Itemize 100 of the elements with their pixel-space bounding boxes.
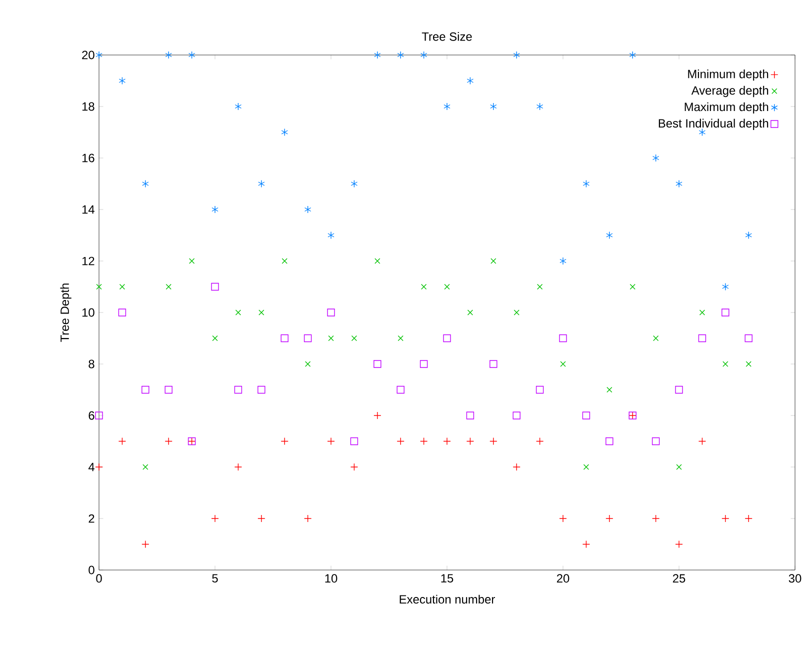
point bbox=[142, 180, 149, 188]
point bbox=[280, 334, 288, 342]
point bbox=[327, 437, 335, 446]
point bbox=[258, 180, 265, 188]
y-tick-label: 10 bbox=[82, 308, 94, 317]
y-tick-label: 12 bbox=[82, 256, 94, 266]
point bbox=[212, 206, 218, 214]
y-tick-label: 2 bbox=[88, 514, 94, 523]
point bbox=[211, 514, 219, 522]
point bbox=[559, 514, 567, 522]
point bbox=[351, 335, 358, 342]
point bbox=[420, 51, 428, 59]
point bbox=[234, 463, 242, 471]
point bbox=[95, 463, 103, 471]
point bbox=[652, 154, 660, 162]
point bbox=[328, 335, 334, 342]
point bbox=[722, 361, 728, 367]
point bbox=[514, 310, 520, 316]
point bbox=[676, 464, 682, 470]
point bbox=[396, 437, 404, 446]
point bbox=[676, 180, 682, 188]
point bbox=[374, 412, 382, 420]
y-tick-label: 0 bbox=[88, 566, 94, 574]
point bbox=[744, 514, 752, 522]
point bbox=[420, 284, 427, 290]
point bbox=[698, 128, 706, 136]
point bbox=[258, 310, 264, 316]
point bbox=[165, 51, 172, 59]
y-tick-label: 20 bbox=[82, 50, 94, 60]
point bbox=[304, 514, 312, 522]
point bbox=[722, 308, 730, 316]
point bbox=[698, 334, 706, 342]
point bbox=[560, 257, 566, 265]
point bbox=[629, 51, 636, 59]
point bbox=[443, 437, 451, 446]
point bbox=[350, 180, 358, 188]
y-tick-label: 18 bbox=[82, 102, 94, 111]
point bbox=[630, 284, 636, 290]
point bbox=[420, 437, 428, 446]
point bbox=[164, 437, 172, 446]
point bbox=[513, 51, 520, 59]
point bbox=[466, 76, 474, 85]
point bbox=[328, 231, 334, 240]
point bbox=[606, 386, 612, 393]
point bbox=[698, 437, 706, 446]
point bbox=[559, 334, 567, 342]
point bbox=[396, 386, 404, 394]
point bbox=[281, 128, 288, 136]
point bbox=[536, 284, 543, 290]
point bbox=[467, 310, 474, 316]
point bbox=[443, 334, 451, 342]
point bbox=[280, 437, 288, 446]
point bbox=[142, 386, 150, 394]
point bbox=[536, 386, 544, 394]
point bbox=[96, 284, 102, 290]
point bbox=[188, 51, 196, 59]
x-tick-label: 30 bbox=[788, 574, 802, 583]
point bbox=[652, 335, 659, 342]
point bbox=[536, 102, 544, 110]
point bbox=[744, 334, 752, 342]
x-tick-label: 5 bbox=[212, 574, 218, 583]
point bbox=[444, 284, 450, 290]
point bbox=[746, 361, 752, 367]
point bbox=[490, 258, 496, 264]
point bbox=[304, 361, 311, 367]
point bbox=[119, 284, 126, 290]
x-tick-label: 25 bbox=[672, 574, 686, 583]
point bbox=[118, 308, 126, 316]
point bbox=[164, 386, 172, 394]
y-tick-label: 6 bbox=[88, 411, 94, 420]
point bbox=[258, 386, 266, 394]
point bbox=[166, 284, 172, 290]
y-tick-label: 8 bbox=[88, 360, 94, 368]
point bbox=[234, 386, 242, 394]
point bbox=[490, 437, 498, 446]
point bbox=[282, 258, 288, 264]
point bbox=[745, 231, 752, 240]
point bbox=[490, 102, 497, 110]
point bbox=[536, 437, 544, 446]
point bbox=[606, 514, 614, 522]
point bbox=[420, 360, 428, 368]
legend-label: Best Individual depth bbox=[658, 118, 768, 130]
legend-label: Average depth bbox=[691, 86, 768, 98]
point bbox=[490, 360, 498, 368]
point bbox=[211, 282, 219, 291]
point bbox=[606, 231, 613, 240]
point bbox=[512, 412, 520, 420]
point bbox=[327, 308, 335, 316]
x-tick-label: 20 bbox=[556, 574, 570, 583]
point bbox=[350, 463, 358, 471]
point bbox=[699, 310, 706, 316]
point bbox=[652, 437, 660, 446]
y-tick-label: 14 bbox=[82, 205, 94, 214]
point bbox=[350, 437, 358, 446]
point bbox=[235, 310, 242, 316]
point bbox=[675, 386, 683, 394]
y-tick-label: 16 bbox=[82, 154, 94, 162]
legend-label: Maximum depth bbox=[684, 102, 768, 114]
x-tick-label: 0 bbox=[96, 574, 102, 583]
point bbox=[258, 514, 266, 522]
